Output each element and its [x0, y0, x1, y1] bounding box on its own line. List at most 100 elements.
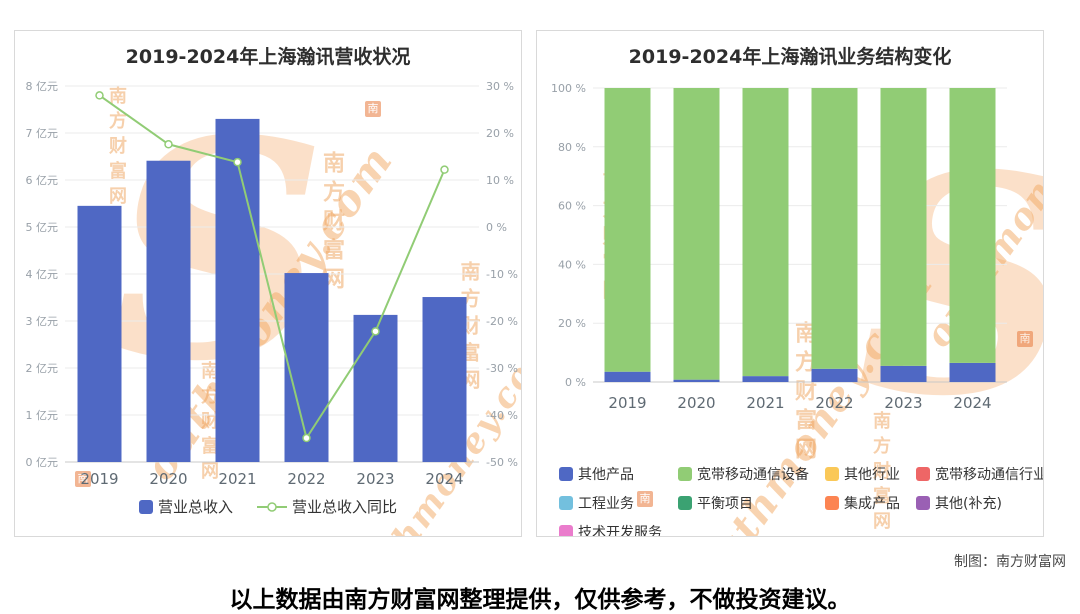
right-axis-tick: 30 %	[486, 80, 514, 93]
revenue-chart-panel: S outhmoney.com outhmoney.com 南方财富网 南方财富…	[14, 30, 522, 537]
left-axis-tick: 0 亿元	[26, 456, 59, 469]
left-axis-tick: 1 亿元	[26, 409, 59, 422]
legend-label: 平衡项目	[697, 496, 753, 512]
right-axis-tick: -10 %	[486, 268, 518, 281]
legend-item-集成产品[interactable]: 集成产品	[825, 493, 900, 513]
structure-chart: 100 % 80 % 60 % 40 % 20 % 0 % 2019 2020 2021 2022…	[537, 70, 1043, 426]
legend-item-营业总收入[interactable]: 营业总收入	[138, 496, 233, 517]
legend-item-营业总收入同比[interactable]: 营业总收入同比	[257, 496, 397, 517]
legend-item-其他(补充)[interactable]: 其他(补充)	[916, 493, 1043, 513]
y-axis-tick: 0 %	[565, 376, 586, 389]
left-axis-tick: 4 亿元	[26, 268, 59, 281]
growth-point-2024	[440, 165, 449, 174]
x-axis-label: 2021	[218, 470, 256, 488]
segment-宽带移动通信设备-2023	[880, 88, 927, 366]
right-axis-tick: 20 %	[486, 127, 514, 140]
legend-label: 营业总收入同比	[292, 498, 398, 516]
right-axis-tick: -30 %	[486, 362, 518, 375]
y-axis-tick: 40 %	[558, 258, 586, 271]
segment-其他产品-2022	[811, 368, 858, 382]
x-axis-label: 2024	[425, 470, 463, 488]
segment-宽带移动通信设备-2020	[673, 88, 720, 380]
y-axis-tick: 20 %	[558, 317, 586, 330]
legend-label: 工程业务	[578, 496, 634, 512]
growth-line	[98, 94, 446, 441]
revenue-chart-title: 2019-2024年上海瀚讯营收状况	[125, 46, 411, 68]
x-axis-label: 2019	[80, 470, 118, 488]
growth-point-2019	[95, 91, 104, 100]
revenue-bar-2019	[77, 205, 122, 462]
legend-swatch-icon	[678, 496, 692, 510]
legend-label: 技术开发服务	[578, 525, 662, 537]
legend-item-宽带移动通信行业[interactable]: 宽带移动通信行业	[916, 464, 1044, 484]
legend-item-平衡项目[interactable]: 平衡项目	[678, 493, 809, 513]
growth-point-2021	[233, 157, 242, 167]
revenue-chart: 8 亿元 30 % 7 亿元 20 % 6 亿元 10 % 5 亿元 0 % 4 亿元 -10 %…	[15, 70, 521, 492]
legend-swatch-icon	[825, 496, 839, 510]
legend-item-其他行业[interactable]: 其他行业	[825, 464, 900, 484]
legend-swatch-icon	[138, 499, 153, 514]
segment-宽带移动通信设备-2019	[604, 88, 651, 372]
right-axis-tick: -50 %	[486, 456, 518, 469]
right-axis-tick: 0 %	[486, 221, 507, 234]
legend-item-工程业务[interactable]: 工程业务	[559, 493, 662, 513]
x-axis-label: 2021	[746, 394, 784, 412]
left-axis-tick: 5 亿元	[26, 221, 59, 234]
y-axis-tick: 60 %	[558, 200, 586, 213]
segment-其他产品-2024	[949, 362, 996, 382]
right-axis-tick: -40 %	[486, 409, 518, 422]
legend-label: 宽带移动通信行业	[935, 467, 1044, 483]
structure-plot: 100 % 80 % 60 % 40 % 20 % 0 % 2019 2020 2021 2022…	[551, 82, 1007, 412]
right-axis-tick: 10 %	[486, 174, 514, 187]
x-axis-label: 2024	[953, 394, 991, 412]
legend-label: 其他(补充)	[935, 496, 1002, 512]
legend-swatch-icon	[559, 525, 573, 536]
structure-chart-title: 2019-2024年上海瀚讯业务结构变化	[628, 46, 952, 68]
revenue-bar-2024	[422, 297, 467, 462]
legend-swatch-icon	[559, 496, 573, 510]
y-axis-tick: 100 %	[551, 82, 586, 95]
structure-chart-legend: 其他产品 宽带移动通信设备 其他行业 宽带移动通信行业工程业务 平衡项目 集成产品 其他(补…	[537, 464, 1044, 537]
legend-swatch-icon	[916, 467, 930, 481]
segment-宽带移动通信设备-2021	[742, 88, 789, 377]
legend-swatch-icon	[559, 467, 573, 481]
legend-swatch-icon	[678, 467, 692, 481]
growth-point-2020	[164, 140, 173, 149]
legend-label: 其他产品	[578, 467, 634, 483]
legend-swatch-icon	[825, 467, 839, 481]
legend-item-宽带移动通信设备[interactable]: 宽带移动通信设备	[678, 464, 809, 484]
legend-item-技术开发服务[interactable]: 技术开发服务	[559, 522, 662, 537]
segment-宽带移动通信设备-2022	[811, 88, 858, 369]
x-axis-label: 2022	[815, 394, 853, 412]
legend-label: 宽带移动通信设备	[697, 467, 809, 483]
segment-其他产品-2023	[880, 365, 927, 382]
chart-credit: 制图：南方财富网	[954, 554, 1066, 570]
x-axis-label: 2019	[608, 394, 646, 412]
x-axis-label: 2020	[677, 394, 715, 412]
legend-label: 营业总收入	[157, 498, 233, 516]
legend-line-icon	[257, 501, 287, 512]
x-axis-label: 2020	[149, 470, 187, 488]
legend-circle	[267, 501, 277, 512]
right-axis-tick: -20 %	[486, 315, 518, 328]
legend-swatch-icon	[916, 496, 930, 510]
legend-label: 其他行业	[844, 467, 900, 483]
y-axis-tick: 80 %	[558, 141, 586, 154]
revenue-bar-2023	[353, 314, 398, 462]
legend-item-其他产品[interactable]: 其他产品	[559, 464, 662, 484]
segment-其他产品-2020	[673, 379, 720, 382]
revenue-chart-legend: 营业总收入 营业总收入同比	[15, 496, 521, 517]
disclaimer-text: 以上数据由南方财富网整理提供，仅供参考，不做投资建议。	[229, 587, 851, 613]
left-axis-tick: 7 亿元	[26, 127, 59, 140]
x-axis-label: 2023	[884, 394, 922, 412]
segment-宽带移动通信设备-2024	[949, 88, 996, 363]
x-axis-label: 2022	[287, 470, 325, 488]
left-axis-tick: 2 亿元	[26, 362, 59, 375]
left-axis-tick: 8 亿元	[26, 80, 59, 93]
growth-point-2023	[371, 327, 380, 336]
x-axis-label: 2023	[356, 470, 394, 488]
structure-chart-panel: S outhmoney.com outhmoney.com 南方财富网 南方财富…	[536, 30, 1044, 537]
legend-label: 集成产品	[844, 496, 900, 512]
growth-point-2022	[302, 433, 311, 443]
